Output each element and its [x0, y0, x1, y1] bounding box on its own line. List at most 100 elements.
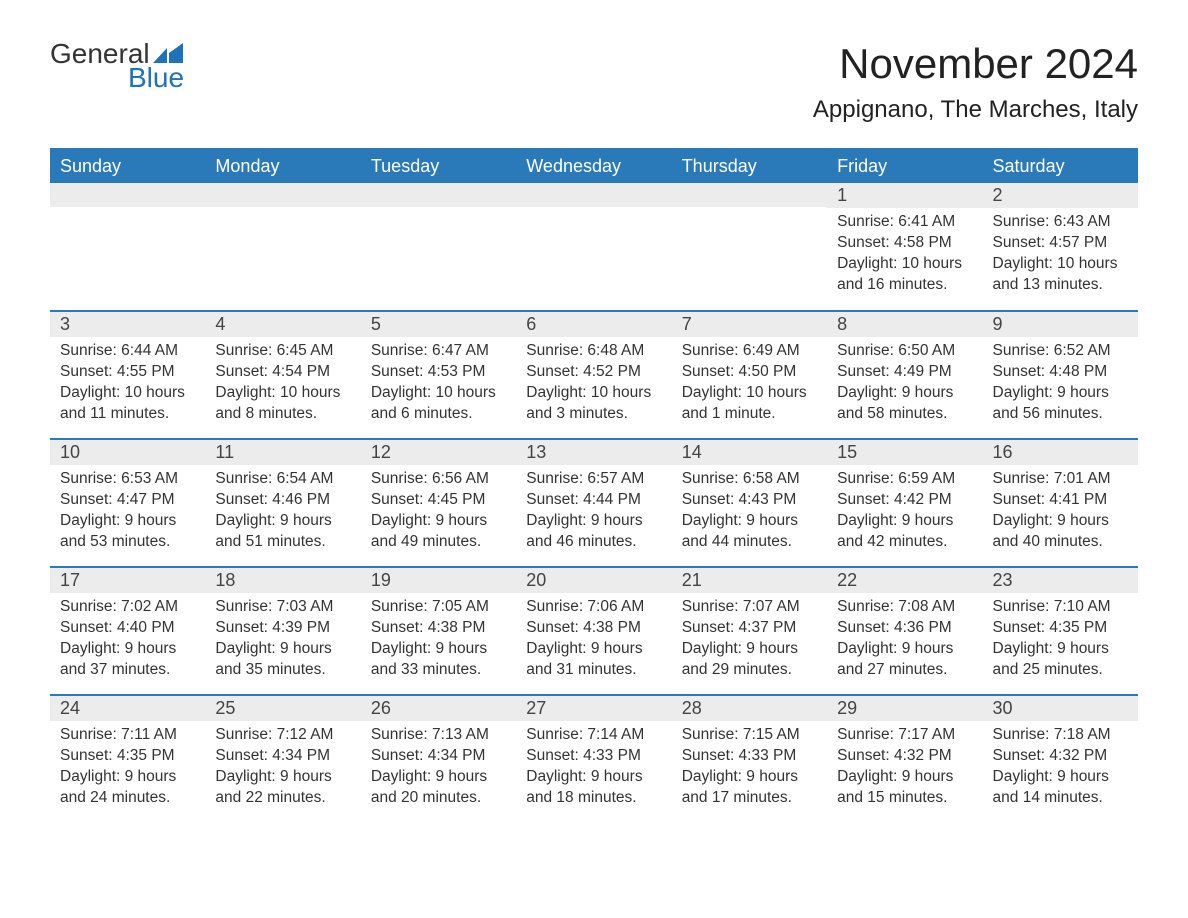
day-number: 15 — [827, 440, 982, 465]
day-number: 11 — [205, 440, 360, 465]
week-row: 3Sunrise: 6:44 AMSunset: 4:55 PMDaylight… — [50, 311, 1138, 439]
day-cell: 8Sunrise: 6:50 AMSunset: 4:49 PMDaylight… — [827, 311, 982, 439]
sunrise-line: Sunrise: 7:15 AM — [682, 725, 817, 746]
day-cell: 25Sunrise: 7:12 AMSunset: 4:34 PMDayligh… — [205, 695, 360, 823]
sunset-line: Sunset: 4:42 PM — [837, 490, 972, 511]
day-details: Sunrise: 6:45 AMSunset: 4:54 PMDaylight:… — [205, 337, 360, 431]
weekday-header: Sunday — [50, 149, 205, 183]
sunrise-line: Sunrise: 6:58 AM — [682, 469, 817, 490]
day-details: Sunrise: 7:18 AMSunset: 4:32 PMDaylight:… — [983, 721, 1138, 815]
day-cell — [672, 183, 827, 311]
day-number: 30 — [983, 696, 1138, 721]
day-cell — [50, 183, 205, 311]
day-cell: 1Sunrise: 6:41 AMSunset: 4:58 PMDaylight… — [827, 183, 982, 311]
day-details: Sunrise: 6:44 AMSunset: 4:55 PMDaylight:… — [50, 337, 205, 431]
day-cell: 5Sunrise: 6:47 AMSunset: 4:53 PMDaylight… — [361, 311, 516, 439]
sunrise-line: Sunrise: 6:49 AM — [682, 341, 817, 362]
empty-day-strip — [50, 183, 205, 207]
day-number: 18 — [205, 568, 360, 593]
day-cell: 30Sunrise: 7:18 AMSunset: 4:32 PMDayligh… — [983, 695, 1138, 823]
day-details: Sunrise: 7:12 AMSunset: 4:34 PMDaylight:… — [205, 721, 360, 815]
day-cell: 20Sunrise: 7:06 AMSunset: 4:38 PMDayligh… — [516, 567, 671, 695]
sunrise-line: Sunrise: 7:17 AM — [837, 725, 972, 746]
sunset-line: Sunset: 4:37 PM — [682, 618, 817, 639]
sunrise-line: Sunrise: 7:05 AM — [371, 597, 506, 618]
sunset-line: Sunset: 4:53 PM — [371, 362, 506, 383]
day-cell: 3Sunrise: 6:44 AMSunset: 4:55 PMDaylight… — [50, 311, 205, 439]
day-number: 13 — [516, 440, 671, 465]
sunset-line: Sunset: 4:43 PM — [682, 490, 817, 511]
sunset-line: Sunset: 4:49 PM — [837, 362, 972, 383]
daylight-line: Daylight: 9 hours and 49 minutes. — [371, 511, 506, 553]
sunrise-line: Sunrise: 6:47 AM — [371, 341, 506, 362]
daylight-line: Daylight: 10 hours and 11 minutes. — [60, 383, 195, 425]
sunset-line: Sunset: 4:34 PM — [215, 746, 350, 767]
daylight-line: Daylight: 10 hours and 1 minute. — [682, 383, 817, 425]
day-details: Sunrise: 6:52 AMSunset: 4:48 PMDaylight:… — [983, 337, 1138, 431]
day-details: Sunrise: 6:49 AMSunset: 4:50 PMDaylight:… — [672, 337, 827, 431]
sunrise-line: Sunrise: 6:48 AM — [526, 341, 661, 362]
sunset-line: Sunset: 4:32 PM — [837, 746, 972, 767]
day-cell — [516, 183, 671, 311]
location: Appignano, The Marches, Italy — [813, 96, 1138, 124]
title-block: November 2024 Appignano, The Marches, It… — [813, 40, 1138, 138]
day-details: Sunrise: 6:48 AMSunset: 4:52 PMDaylight:… — [516, 337, 671, 431]
sunset-line: Sunset: 4:41 PM — [993, 490, 1128, 511]
daylight-line: Daylight: 9 hours and 15 minutes. — [837, 767, 972, 809]
weekday-header: Friday — [827, 149, 982, 183]
sunset-line: Sunset: 4:39 PM — [215, 618, 350, 639]
sunrise-line: Sunrise: 7:18 AM — [993, 725, 1128, 746]
weekday-header: Saturday — [983, 149, 1138, 183]
day-number: 27 — [516, 696, 671, 721]
day-number: 26 — [361, 696, 516, 721]
day-cell: 28Sunrise: 7:15 AMSunset: 4:33 PMDayligh… — [672, 695, 827, 823]
weekday-header: Thursday — [672, 149, 827, 183]
sunset-line: Sunset: 4:54 PM — [215, 362, 350, 383]
day-details: Sunrise: 6:58 AMSunset: 4:43 PMDaylight:… — [672, 465, 827, 559]
empty-day-strip — [672, 183, 827, 207]
sunset-line: Sunset: 4:52 PM — [526, 362, 661, 383]
daylight-line: Daylight: 9 hours and 51 minutes. — [215, 511, 350, 553]
daylight-line: Daylight: 9 hours and 35 minutes. — [215, 639, 350, 681]
day-details: Sunrise: 6:53 AMSunset: 4:47 PMDaylight:… — [50, 465, 205, 559]
day-number: 23 — [983, 568, 1138, 593]
day-cell — [361, 183, 516, 311]
empty-day-strip — [516, 183, 671, 207]
sunrise-line: Sunrise: 6:59 AM — [837, 469, 972, 490]
daylight-line: Daylight: 9 hours and 27 minutes. — [837, 639, 972, 681]
day-cell: 12Sunrise: 6:56 AMSunset: 4:45 PMDayligh… — [361, 439, 516, 567]
day-cell: 27Sunrise: 7:14 AMSunset: 4:33 PMDayligh… — [516, 695, 671, 823]
sunrise-line: Sunrise: 6:41 AM — [837, 212, 972, 233]
daylight-line: Daylight: 9 hours and 33 minutes. — [371, 639, 506, 681]
sunrise-line: Sunrise: 7:06 AM — [526, 597, 661, 618]
daylight-line: Daylight: 9 hours and 14 minutes. — [993, 767, 1128, 809]
day-number: 6 — [516, 312, 671, 337]
week-row: 17Sunrise: 7:02 AMSunset: 4:40 PMDayligh… — [50, 567, 1138, 695]
day-details: Sunrise: 6:56 AMSunset: 4:45 PMDaylight:… — [361, 465, 516, 559]
day-cell: 11Sunrise: 6:54 AMSunset: 4:46 PMDayligh… — [205, 439, 360, 567]
day-number: 8 — [827, 312, 982, 337]
weekday-header: Tuesday — [361, 149, 516, 183]
daylight-line: Daylight: 10 hours and 6 minutes. — [371, 383, 506, 425]
day-details: Sunrise: 7:14 AMSunset: 4:33 PMDaylight:… — [516, 721, 671, 815]
daylight-line: Daylight: 9 hours and 44 minutes. — [682, 511, 817, 553]
sunset-line: Sunset: 4:47 PM — [60, 490, 195, 511]
day-details: Sunrise: 6:47 AMSunset: 4:53 PMDaylight:… — [361, 337, 516, 431]
day-number: 14 — [672, 440, 827, 465]
day-details: Sunrise: 6:50 AMSunset: 4:49 PMDaylight:… — [827, 337, 982, 431]
daylight-line: Daylight: 10 hours and 8 minutes. — [215, 383, 350, 425]
day-cell: 24Sunrise: 7:11 AMSunset: 4:35 PMDayligh… — [50, 695, 205, 823]
sunrise-line: Sunrise: 7:13 AM — [371, 725, 506, 746]
day-number: 16 — [983, 440, 1138, 465]
day-details: Sunrise: 7:05 AMSunset: 4:38 PMDaylight:… — [361, 593, 516, 687]
day-details: Sunrise: 7:15 AMSunset: 4:33 PMDaylight:… — [672, 721, 827, 815]
day-number: 4 — [205, 312, 360, 337]
week-row: 1Sunrise: 6:41 AMSunset: 4:58 PMDaylight… — [50, 183, 1138, 311]
day-number: 12 — [361, 440, 516, 465]
daylight-line: Daylight: 10 hours and 13 minutes. — [993, 254, 1128, 296]
day-number: 7 — [672, 312, 827, 337]
sunrise-line: Sunrise: 6:44 AM — [60, 341, 195, 362]
sunrise-line: Sunrise: 7:03 AM — [215, 597, 350, 618]
sunset-line: Sunset: 4:57 PM — [993, 233, 1128, 254]
day-cell: 15Sunrise: 6:59 AMSunset: 4:42 PMDayligh… — [827, 439, 982, 567]
